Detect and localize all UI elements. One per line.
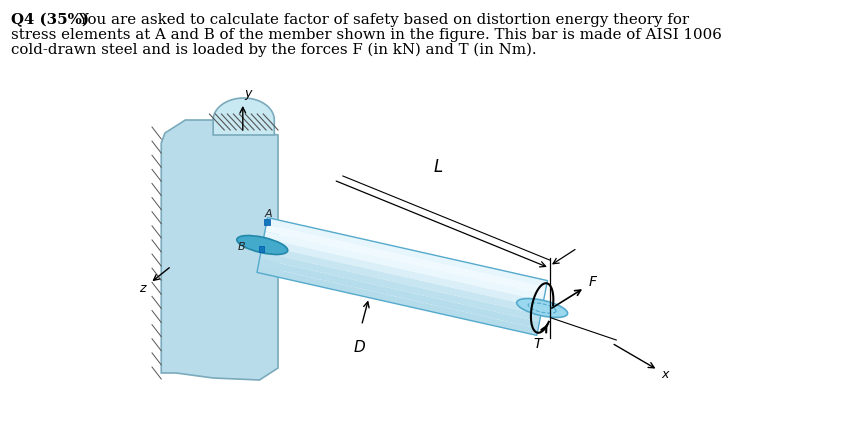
Text: A: A xyxy=(265,209,273,219)
Polygon shape xyxy=(265,224,546,294)
Text: z: z xyxy=(138,282,145,294)
Text: x: x xyxy=(661,368,669,380)
Polygon shape xyxy=(257,265,538,336)
Text: B: B xyxy=(239,242,246,252)
Ellipse shape xyxy=(517,299,568,318)
Text: D: D xyxy=(354,339,366,355)
Bar xyxy=(259,246,264,252)
Polygon shape xyxy=(261,245,543,315)
Polygon shape xyxy=(213,98,274,135)
Polygon shape xyxy=(258,259,539,329)
Polygon shape xyxy=(267,217,548,288)
Text: T: T xyxy=(533,337,542,351)
Text: Q4 (35%): Q4 (35%) xyxy=(11,13,89,27)
Polygon shape xyxy=(161,120,278,380)
Ellipse shape xyxy=(237,235,288,255)
Text: y: y xyxy=(245,87,252,100)
Polygon shape xyxy=(260,252,541,322)
Text: L: L xyxy=(434,158,443,176)
Text: stress elements at A and B of the member shown in the figure. This bar is made o: stress elements at A and B of the member… xyxy=(11,28,722,42)
Bar xyxy=(264,219,270,225)
Text: You are asked to calculate factor of safety based on distortion energy theory fo: You are asked to calculate factor of saf… xyxy=(74,13,689,27)
Text: F: F xyxy=(588,275,596,288)
Polygon shape xyxy=(262,238,543,308)
Text: cold-drawn steel and is loaded by the forces F (in kN) and T (in Nm).: cold-drawn steel and is loaded by the fo… xyxy=(11,43,537,57)
Polygon shape xyxy=(263,231,545,301)
